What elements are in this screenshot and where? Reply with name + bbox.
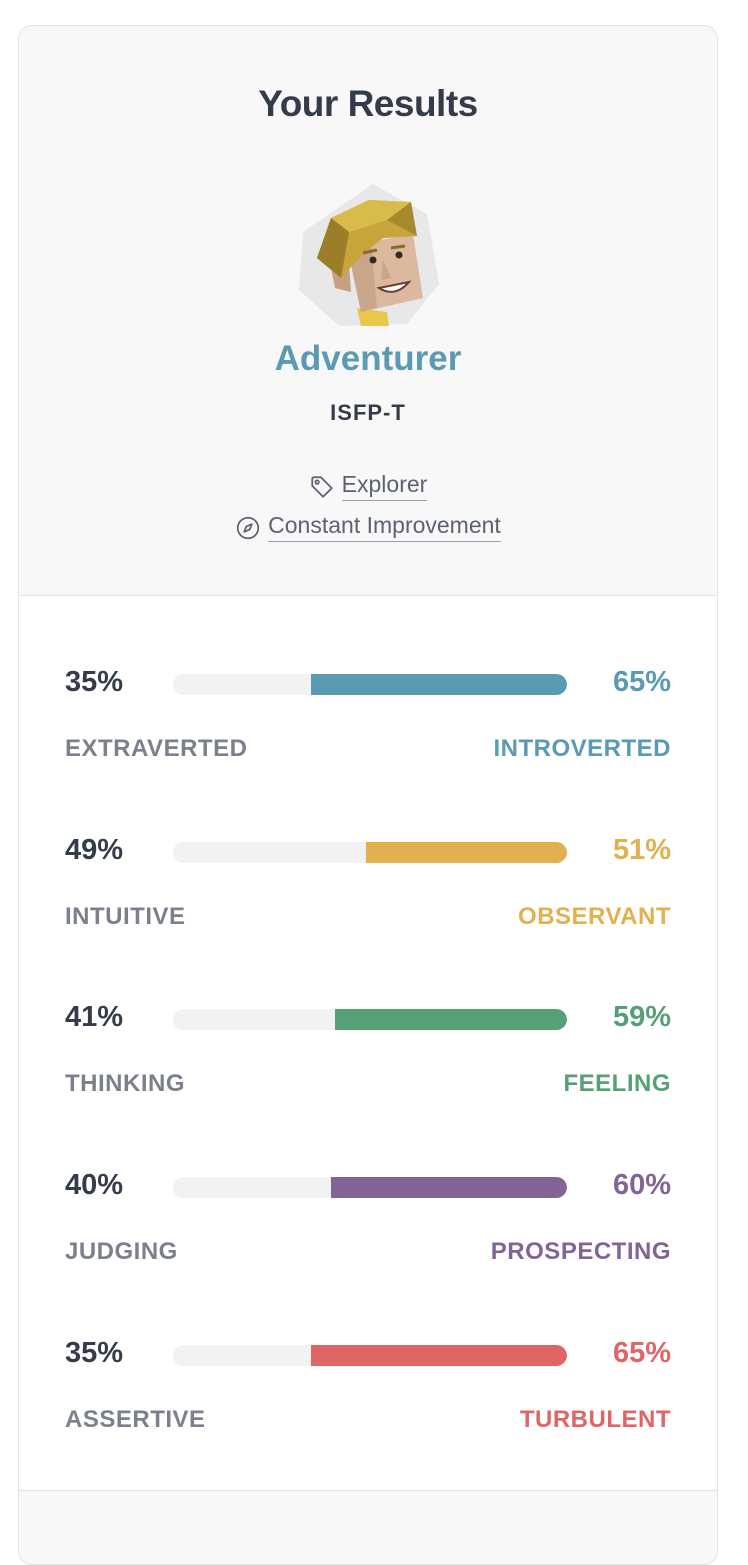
trait-row-identity: 35% 65% ASSERTIVE TURBULENT bbox=[19, 1267, 717, 1433]
trait-left-label: THINKING bbox=[65, 1070, 185, 1097]
trait-right-percent: 65% bbox=[612, 666, 671, 698]
results-card: Your Results Adventurer bbox=[18, 25, 718, 1565]
strategy-link[interactable]: Constant Improvement bbox=[19, 512, 717, 547]
trait-bar-fill bbox=[366, 842, 567, 863]
trait-right-percent: 51% bbox=[612, 834, 671, 866]
strategy-label: Constant Improvement bbox=[268, 512, 501, 543]
personality-type-code: ISFP-T bbox=[330, 400, 406, 425]
trait-right-label: FEELING bbox=[563, 1070, 671, 1097]
trait-right-percent: 59% bbox=[612, 1001, 671, 1033]
trait-row-nature: 41% 59% THINKING FEELING bbox=[19, 931, 717, 1097]
next-section-divider bbox=[19, 1490, 717, 1564]
trait-right-percent: 65% bbox=[612, 1337, 671, 1369]
trait-right-label: TURBULENT bbox=[519, 1406, 671, 1433]
page-title: Your Results bbox=[258, 83, 478, 124]
trait-bar bbox=[173, 1177, 567, 1198]
trait-right-percent: 60% bbox=[612, 1169, 671, 1201]
trait-bar-fill bbox=[330, 1177, 567, 1198]
trait-row-mind: 49% 51% INTUITIVE OBSERVANT bbox=[19, 764, 717, 930]
trait-left-label: ASSERTIVE bbox=[65, 1406, 206, 1433]
trait-right-label: INTROVERTED bbox=[493, 735, 671, 762]
trait-left-percent: 41% bbox=[65, 1001, 124, 1033]
role-label: Explorer bbox=[341, 471, 428, 502]
trait-left-percent: 40% bbox=[65, 1169, 124, 1201]
tag-icon bbox=[311, 476, 333, 498]
role-link[interactable]: Explorer bbox=[19, 471, 717, 506]
results-header: Your Results Adventurer bbox=[19, 26, 717, 596]
trait-bar-fill bbox=[334, 1009, 567, 1030]
trait-bar bbox=[173, 842, 567, 863]
trait-bar-fill bbox=[310, 674, 567, 695]
trait-row-energy: 35% 65% EXTRAVERTED INTROVERTED bbox=[19, 596, 717, 762]
trait-left-percent: 35% bbox=[65, 666, 124, 698]
personality-type-name: Adventurer bbox=[274, 339, 462, 378]
trait-bar bbox=[173, 1345, 567, 1366]
trait-bar bbox=[173, 1009, 567, 1030]
trait-right-label: PROSPECTING bbox=[490, 1238, 671, 1265]
trait-left-label: JUDGING bbox=[65, 1238, 178, 1265]
trait-bar-fill bbox=[310, 1345, 567, 1366]
trait-row-tactics: 40% 60% JUDGING PROSPECTING bbox=[19, 1099, 717, 1265]
trait-left-label: EXTRAVERTED bbox=[65, 735, 248, 762]
compass-icon bbox=[236, 516, 260, 539]
trait-left-percent: 35% bbox=[65, 1337, 124, 1369]
trait-bar bbox=[173, 674, 567, 695]
trait-left-percent: 49% bbox=[65, 834, 124, 866]
trait-right-label: OBSERVANT bbox=[518, 903, 671, 930]
adventurer-avatar-icon bbox=[299, 184, 439, 326]
trait-left-label: INTUITIVE bbox=[65, 903, 186, 930]
